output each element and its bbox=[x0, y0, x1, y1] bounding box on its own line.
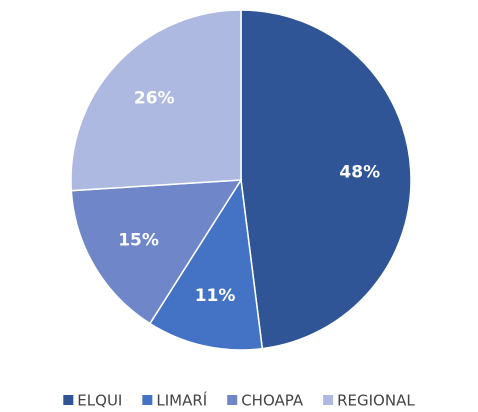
legend-swatch bbox=[63, 395, 74, 405]
data-label: 15% bbox=[118, 231, 159, 251]
pie-slice bbox=[70, 179, 243, 325]
legend-label: LIMARÍ bbox=[156, 391, 207, 410]
legend-label: CHOAPA bbox=[241, 392, 304, 410]
pie-slice bbox=[148, 177, 264, 351]
data-label: 48% bbox=[339, 163, 380, 183]
data-label: 11% bbox=[195, 286, 236, 306]
data-label: 26% bbox=[134, 89, 175, 109]
legend-swatch bbox=[142, 395, 153, 405]
pie-slice bbox=[70, 9, 242, 192]
legend-swatch bbox=[227, 395, 238, 405]
legend-label: REGIONAL bbox=[337, 392, 415, 410]
legend-label: ELQUI bbox=[77, 392, 122, 410]
legend-swatch bbox=[323, 395, 334, 405]
pie-slice bbox=[240, 9, 412, 350]
